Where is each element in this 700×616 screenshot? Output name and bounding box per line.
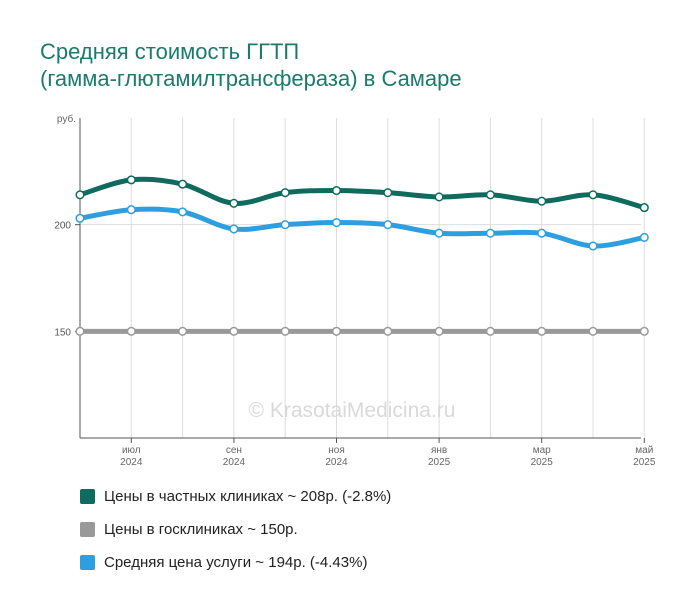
series-point [485,190,495,200]
series-point [229,326,239,336]
legend-item-private[interactable]: Цены в частных клиниках ~ 208р. (-2.8%) [80,486,391,506]
x-tick-label-year: 2025 [531,457,554,468]
series-point [434,326,444,336]
series-point [229,198,239,208]
series-point [280,188,290,198]
chart-title-line-2: (гамма-глютамилтрансфераза) в Самаре [40,66,462,91]
x-tick-label-month: мар [533,445,551,456]
chart-title-line-1: Средняя стоимость ГГТП [40,39,300,64]
x-tick-label-month: июл [122,445,141,456]
series-point [588,190,598,200]
x-tick-label-month: май [635,445,653,456]
series-point [75,326,85,336]
series-point [178,326,188,336]
x-tick-label-year: 2024 [223,457,246,468]
y-unit-label: руб. [57,113,76,125]
series-point [485,326,495,336]
series-point [588,326,598,336]
series-point [280,326,290,336]
series-point [537,228,547,238]
chart-legend: Цены в частных клиниках ~ 208р. (-2.8%) … [80,486,391,585]
legend-label-public: Цены в госклиниках ~ 150р. [104,520,298,538]
x-tick-label-year: 2024 [120,457,143,468]
y-tick-label: 200 [54,221,71,232]
series-point [383,188,393,198]
series-point [126,175,136,185]
series-point [383,220,393,230]
series-point [537,196,547,206]
series-point [75,190,85,200]
x-tick-label-month: янв [431,445,447,456]
chart-title: Средняя стоимость ГГТП (гамма-глютамилтр… [40,38,462,92]
legend-swatch-public [80,521,95,537]
legend-label-average: Средняя цена услуги ~ 194р. (-4.43%) [104,553,368,571]
legend-item-average[interactable]: Средняя цена услуги ~ 194р. (-4.43%) [80,552,391,572]
series-point [537,326,547,336]
series-point [229,224,239,234]
series-point [280,220,290,230]
legend-swatch-average [80,554,95,570]
series-point [178,179,188,189]
series-point [126,326,136,336]
legend-item-public[interactable]: Цены в госклиниках ~ 150р. [80,519,391,539]
series-point [588,241,598,251]
series-point [639,203,649,213]
series-line [77,176,647,211]
series-point [331,185,342,196]
y-tick-label: 150 [54,327,71,338]
watermark: © KrasotaiMedicina.ru [249,399,456,422]
line-chart: руб.150200июл2024сен2024ноя2024янв2025ма… [54,113,656,468]
x-tick-label-year: 2025 [633,457,656,468]
series-point [485,228,495,238]
legend-swatch-private [80,488,95,504]
x-tick-label-month: ноя [328,445,345,456]
series-point [75,213,85,223]
series-point [383,326,393,336]
series-point [178,207,188,217]
series-line [77,206,647,249]
series-point [434,192,444,202]
series-point [434,228,444,238]
series-point [639,326,649,336]
series-point [331,217,342,228]
series-point [331,326,342,336]
legend-label-private: Цены в частных клиниках ~ 208р. (-2.8%) [104,487,392,505]
x-tick-label-year: 2024 [325,457,348,468]
x-tick-label-year: 2025 [428,457,451,468]
x-tick-label-month: сен [226,445,242,456]
series-point [126,205,136,215]
series-point [639,232,649,243]
